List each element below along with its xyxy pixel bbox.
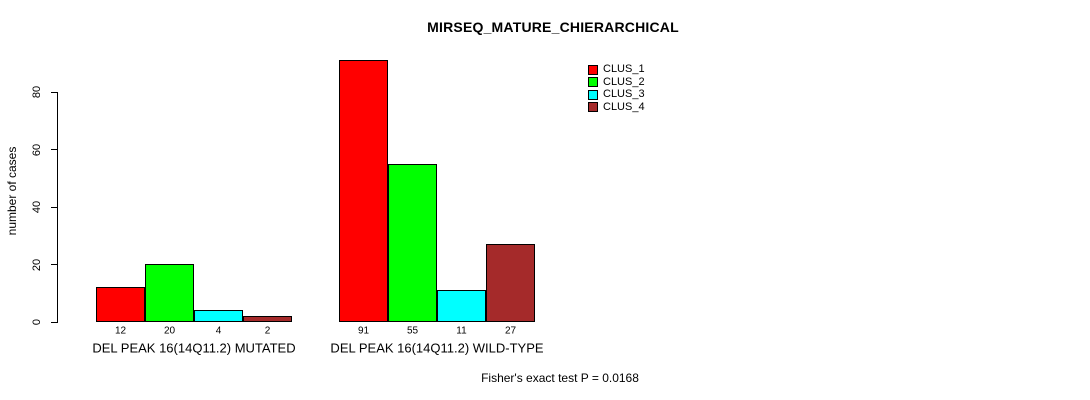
bar-clus_3-group2 <box>437 290 486 322</box>
bar-value-label: 27 <box>504 325 517 337</box>
y-axis-line <box>57 92 58 323</box>
legend-item-clus_2: CLUS_2 <box>588 75 645 88</box>
legend-item-clus_1: CLUS_1 <box>588 64 645 75</box>
bar-value-label: 2 <box>264 325 271 337</box>
bar-clus_2-group1 <box>145 264 194 322</box>
legend-item-clus_4: CLUS_4 <box>588 100 645 113</box>
y-axis-tick-label: 20 <box>31 258 43 271</box>
bar-value-label: 91 <box>357 325 370 337</box>
y-axis-tick <box>51 206 58 208</box>
bar-value-label: 20 <box>163 325 176 337</box>
y-axis-tick <box>51 264 58 265</box>
fisher-test-annotation: Fisher's exact test P = 0.0168 <box>481 371 639 385</box>
y-axis-tick-label: 60 <box>31 143 43 156</box>
bar-clus_4-group1 <box>243 316 292 322</box>
legend-swatch-clus_1 <box>588 64 598 75</box>
chart-title: MIRSEQ_MATURE_CHIERARCHICAL <box>427 19 679 35</box>
bar-clus_3-group1 <box>194 310 243 322</box>
legend-label: CLUS_4 <box>603 100 645 113</box>
bar-clus_1-group1 <box>96 287 145 322</box>
legend-label: CLUS_3 <box>603 88 645 100</box>
bar-value-label: 11 <box>456 325 467 337</box>
legend-swatch-clus_3 <box>588 89 598 100</box>
bar-clus_2-group2 <box>388 164 437 322</box>
y-axis-tick-label: 0 <box>31 318 43 326</box>
bar-clus_1-group2 <box>339 60 388 322</box>
bar-value-label: 4 <box>215 325 222 337</box>
legend-swatch-clus_4 <box>588 102 598 112</box>
legend-swatch-clus_2 <box>588 77 598 87</box>
y-axis-tick-label: 80 <box>31 85 43 99</box>
y-axis-tick-label: 40 <box>31 200 43 214</box>
chart-legend: CLUS_1 CLUS_2 CLUS_3 CLUS_4 <box>588 64 645 113</box>
bar-clus_4-group2 <box>486 244 535 322</box>
bar-value-label: 12 <box>114 325 127 337</box>
bar-value-label: 55 <box>406 325 419 337</box>
legend-label: CLUS_1 <box>603 63 645 75</box>
y-axis-tick <box>51 321 58 323</box>
legend-item-clus_3: CLUS_3 <box>588 89 645 100</box>
x-axis-group-label: DEL PEAK 16(14Q11.2) MUTATED <box>92 340 296 356</box>
legend-label: CLUS_2 <box>603 75 645 88</box>
y-axis-title: number of cases <box>5 146 19 236</box>
x-axis-group-label: DEL PEAK 16(14Q11.2) WILD-TYPE <box>330 340 544 356</box>
y-axis-tick <box>51 91 58 93</box>
y-axis-tick <box>51 149 58 150</box>
